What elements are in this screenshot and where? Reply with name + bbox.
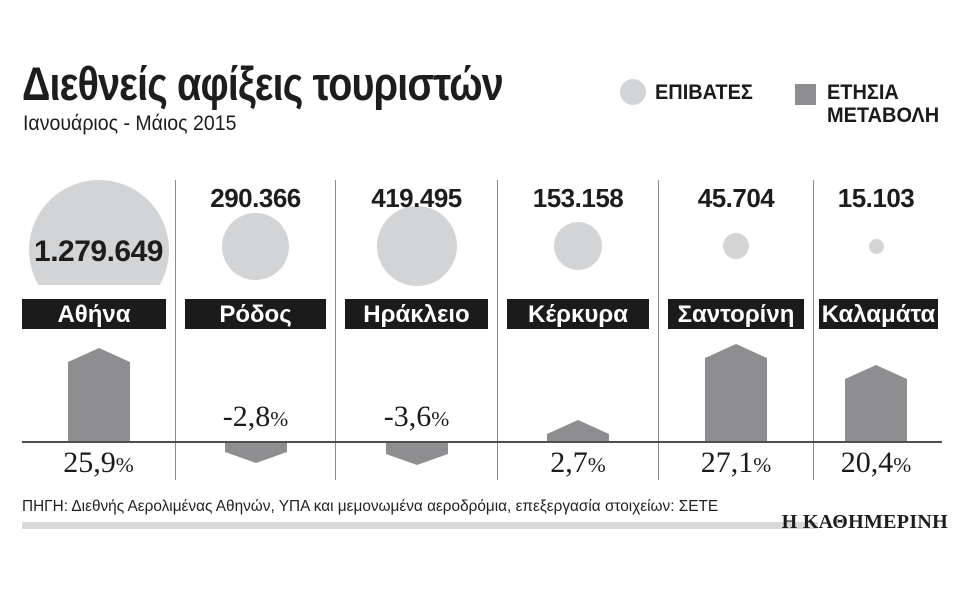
passenger-bubble (28, 180, 169, 285)
chart-title: Διεθνείς αφίξεις τουριστών (22, 57, 504, 110)
passenger-bubble (868, 238, 884, 254)
passengers-legend-circle-icon (620, 79, 646, 105)
city-column-santorini: 45.704 Σαντορίνη 27,1% (658, 180, 813, 480)
percent-sign: % (431, 407, 450, 431)
passenger-bubble (554, 222, 602, 270)
city-column-athens: 1.279.649 Αθήνα 25,9% (22, 180, 175, 480)
annual-change-legend-square-icon (795, 84, 816, 105)
city-name-banner: Αθήνα (22, 299, 166, 329)
city-name-banner: Κέρκυρα (507, 299, 649, 329)
legend-passengers-label: ΕΠΙΒΑΤΕΣ (655, 81, 753, 104)
bubble-wrap (336, 206, 497, 286)
percent-sign: % (753, 453, 772, 477)
zero-baseline (22, 441, 942, 443)
city-columns: 1.279.649 Αθήνα 25,9% 290.366 Ρόδος -2,8… (22, 180, 938, 480)
city-name: Κέρκυρα (528, 301, 628, 328)
percent-sign: % (587, 453, 606, 477)
city-name: Αθήνα (57, 301, 131, 328)
bubble-wrap (22, 180, 175, 285)
legend-annual-change-line1: ΕΤΗΣΙΑ (827, 81, 899, 104)
change-arrow (224, 443, 287, 463)
change-arrow-shape (385, 443, 448, 465)
city-name: Ρόδος (219, 301, 292, 328)
city-name-banner: Ρόδος (185, 299, 326, 329)
city-name: Καλαμάτα (821, 301, 936, 328)
change-arrow-shape (67, 348, 130, 442)
footer-divider-bar (22, 522, 818, 529)
change-label: 20,4% (814, 446, 938, 480)
passenger-count: 1.279.649 (34, 235, 163, 268)
bubble-wrap (659, 233, 813, 259)
percent-sign: % (115, 453, 134, 477)
passenger-bubble (376, 206, 457, 286)
passenger-count: 15.103 (837, 183, 915, 213)
change-value: 27,1 (700, 446, 754, 479)
city-column-corfu: 153.158 Κέρκυρα 2,7% (497, 180, 658, 480)
change-value: 2,7 (550, 446, 588, 479)
change-label: -2,8% (176, 400, 335, 434)
percent-sign: % (270, 407, 289, 431)
change-arrow-shape (845, 365, 907, 442)
change-arrow (385, 443, 448, 465)
passenger-count: 290.366 (210, 183, 301, 213)
bubble-wrap (814, 238, 938, 254)
change-label: 27,1% (659, 446, 813, 480)
passenger-bubble (222, 212, 289, 280)
change-arrow (547, 420, 609, 442)
city-name-banner: Ηράκλειο (345, 299, 488, 329)
city-column-heraklion: 419.495 Ηράκλειο -3,6% (335, 180, 497, 480)
source-note: ΠΗΓΗ: Διεθνής Αερολιμένας Αθηνών, ΥΠΑ κα… (22, 498, 719, 515)
change-value: 25,9 (63, 446, 116, 479)
newspaper-brand: Η ΚΑΘΗΜΕΡΙΝΗ (781, 511, 948, 533)
bubble-wrap (176, 212, 335, 280)
change-value: 20,4 (840, 446, 894, 479)
change-value: -3,6 (383, 400, 432, 433)
city-name-banner: Καλαμάτα (819, 299, 938, 329)
bubble-wrap (498, 222, 658, 270)
change-value: -2,8 (222, 400, 271, 433)
passenger-count: 45.704 (697, 183, 775, 213)
city-name: Σαντορίνη (677, 301, 795, 328)
change-label: -3,6% (336, 400, 497, 434)
change-arrow (705, 344, 767, 442)
change-label: 2,7% (498, 446, 658, 480)
city-column-rhodes: 290.366 Ρόδος -2,8% (175, 180, 335, 480)
passenger-count: 153.158 (532, 183, 624, 213)
passenger-count: 419.495 (371, 183, 462, 213)
legend-annual-change-label: ΕΤΗΣΙΑ ΜΕΤΑΒΟΛΗ (827, 81, 939, 127)
change-arrow-shape (224, 443, 287, 463)
city-name-banner: Σαντορίνη (668, 299, 804, 329)
change-arrow-shape (705, 344, 767, 442)
change-arrow (845, 365, 907, 442)
city-name: Ηράκλειο (363, 301, 470, 328)
change-label: 25,9% (22, 446, 175, 480)
legend-annual-change-line2: ΜΕΤΑΒΟΛΗ (827, 104, 940, 127)
percent-sign: % (893, 453, 912, 477)
chart-subtitle: Ιανουάριος - Μάιος 2015 (23, 112, 237, 135)
city-column-kalamata: 15.103 Καλαμάτα 20,4% (813, 180, 938, 480)
passenger-bubble (723, 233, 749, 259)
change-arrow (67, 348, 130, 442)
change-arrow-shape (547, 420, 609, 442)
